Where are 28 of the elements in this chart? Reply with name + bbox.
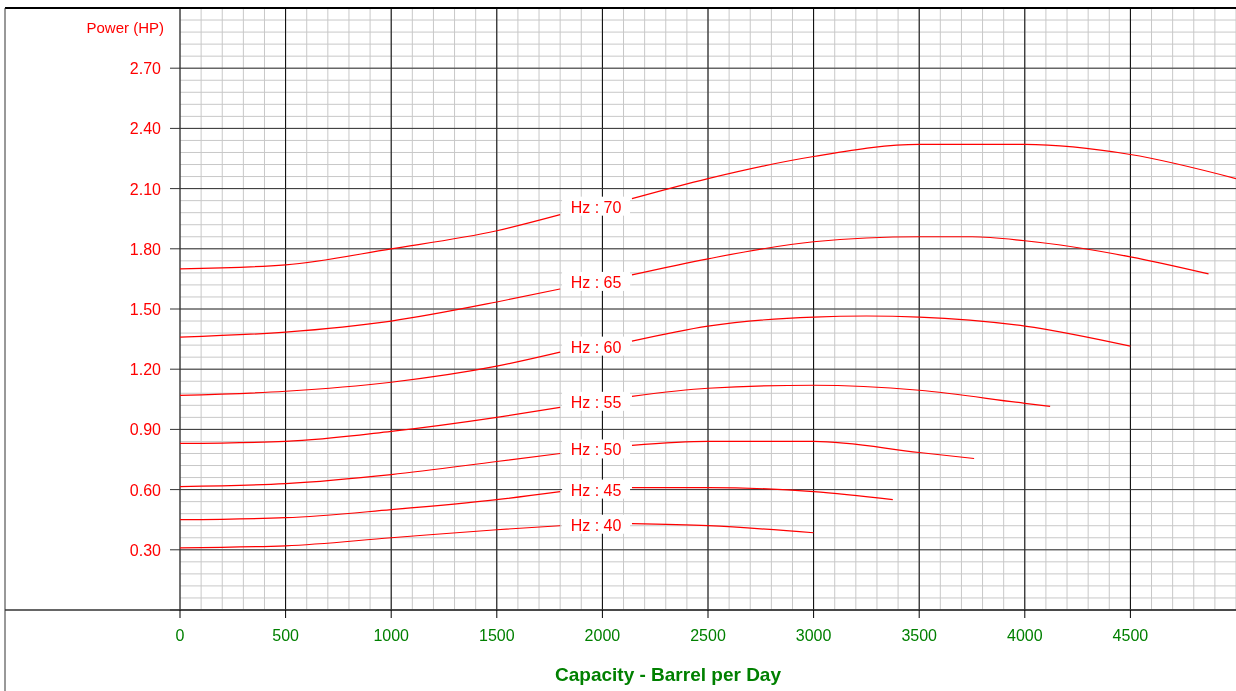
- y-tick-label: 1.20: [129, 361, 162, 379]
- x-tick-label: 2500: [690, 627, 726, 644]
- x-tick-label: 0: [175, 627, 185, 644]
- series-label: Hz : 65: [570, 273, 622, 291]
- y-axis-title: Power (HP): [86, 19, 164, 36]
- series-label: Hz : 70: [570, 198, 622, 216]
- y-tick-label: 2.70: [129, 60, 162, 78]
- y-tick-label: 1.50: [129, 301, 162, 318]
- series-label: Hz : 45: [570, 481, 622, 499]
- x-tick-label: 3500: [901, 627, 938, 644]
- series-label: Hz : 50: [570, 441, 622, 459]
- x-tick-label: 1000: [373, 627, 410, 644]
- y-tick-label: 1.80: [129, 240, 162, 258]
- series-label: Hz : 60: [570, 338, 622, 356]
- x-tick-label: 3000: [795, 627, 832, 644]
- x-axis-title: Capacity - Barrel per Day: [555, 664, 782, 685]
- y-tick-label: 0.60: [129, 481, 162, 499]
- x-tick-label: 4000: [1007, 627, 1043, 644]
- x-tick-label: 1500: [479, 627, 515, 644]
- series-label: Hz : 55: [570, 393, 622, 411]
- x-tick-label: 500: [272, 627, 300, 644]
- series-label: Hz : 40: [570, 516, 622, 534]
- x-tick-label: 2000: [584, 627, 621, 644]
- y-tick-label: 0.30: [129, 541, 162, 559]
- x-tick-label: 4500: [1112, 627, 1149, 644]
- y-tick-label: 2.10: [129, 180, 162, 198]
- y-tick-label: 0.90: [129, 421, 162, 439]
- y-tick-label: 2.40: [129, 120, 162, 138]
